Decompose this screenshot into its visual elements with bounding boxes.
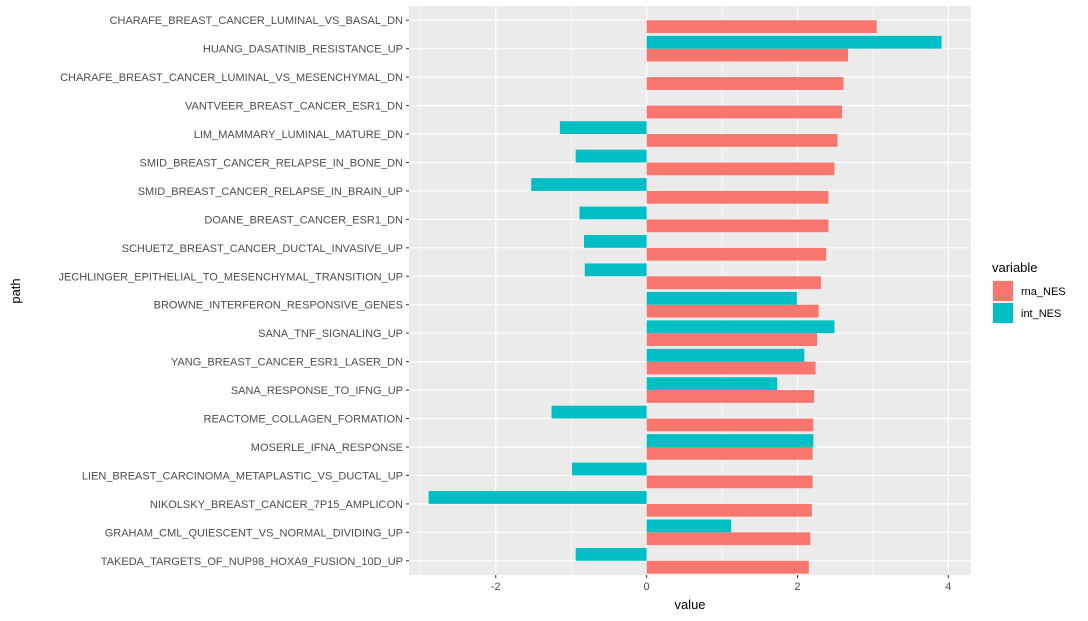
bar-rna-nes xyxy=(646,475,813,489)
bar-int-nes xyxy=(428,491,647,504)
bar-rna-nes xyxy=(646,333,818,346)
bar-int-nes xyxy=(579,206,647,220)
category-label: REACTOME_COLLAGEN_FORMATION xyxy=(204,414,404,426)
bar-int-nes xyxy=(531,178,647,191)
legend-swatch xyxy=(993,281,1013,301)
bar-int-nes xyxy=(551,405,647,419)
bars xyxy=(428,20,942,574)
bar-rna-nes xyxy=(646,48,849,62)
category-label: SANA_TNF_SIGNALING_UP xyxy=(258,328,403,340)
category-label: SANA_RESPONSE_TO_IFNG_UP xyxy=(231,385,403,397)
legend-label: int_NES xyxy=(1021,308,1061,320)
x-axis-ticks: -2 0 2 4 xyxy=(491,575,951,593)
bar-rna-nes xyxy=(646,361,816,375)
x-tick-label: 0 xyxy=(644,581,650,593)
category-label: YANG_BREAST_CANCER_ESR1_LASER_DN xyxy=(171,357,403,369)
category-label: DOANE_BREAST_CANCER_ESR1_DN xyxy=(204,214,403,226)
x-tick-label: 4 xyxy=(945,581,951,593)
bar-int-nes xyxy=(559,121,647,135)
bar-rna-nes xyxy=(646,304,819,318)
category-label: SMID_BREAST_CANCER_RELAPSE_IN_BRAIN_UP xyxy=(138,186,403,198)
legend-label: rna_NES xyxy=(1021,286,1066,298)
x-tick-label: 2 xyxy=(794,581,800,593)
category-label: SMID_BREAST_CANCER_RELAPSE_IN_BONE_DN xyxy=(140,157,404,169)
category-label: HUANG_DASATINIB_RESISTANCE_UP xyxy=(203,44,403,56)
category-label: TAKEDA_TARGETS_OF_NUP98_HOXA9_FUSION_10D… xyxy=(101,556,403,568)
y-axis-title: path xyxy=(8,278,23,303)
category-label: LIM_MAMMARY_LUMINAL_MATURE_DN xyxy=(194,129,403,141)
category-label: GRAHAM_CML_QUIESCENT_VS_NORMAL_DIVIDING_… xyxy=(105,527,403,539)
bar-rna-nes xyxy=(646,503,812,517)
category-label: JECHLINGER_EPITHELIAL_TO_MESENCHYMAL_TRA… xyxy=(58,271,403,283)
bar-rna-nes xyxy=(646,190,829,204)
bar-int-nes xyxy=(575,547,647,561)
bar-int-nes xyxy=(646,519,732,533)
bar-int-nes xyxy=(646,377,778,391)
bar-rna-nes xyxy=(646,20,877,34)
bar-int-nes xyxy=(571,462,647,476)
bar-rna-nes xyxy=(646,162,835,176)
x-tick-label: -2 xyxy=(491,581,501,593)
category-labels: CHARAFE_BREAST_CANCER_LUMINAL_VS_BASAL_D… xyxy=(58,15,409,568)
bar-int-nes xyxy=(575,149,647,163)
minor-gridlines xyxy=(420,6,874,575)
bar-int-nes xyxy=(584,263,647,277)
legend: variable rna_NES int_NES xyxy=(992,260,1066,324)
category-label: MOSERLE_IFNA_RESPONSE xyxy=(251,442,403,454)
bar-int-nes xyxy=(584,235,647,248)
bar-rna-nes xyxy=(646,219,829,233)
bar-int-nes xyxy=(646,35,942,49)
bar-rna-nes xyxy=(646,247,827,261)
bar-rna-nes xyxy=(646,276,821,290)
legend-swatch xyxy=(993,303,1013,323)
bar-rna-nes xyxy=(646,446,813,460)
plot-panel xyxy=(409,6,971,575)
category-label: VANTVEER_BREAST_CANCER_ESR1_DN xyxy=(185,101,403,113)
category-label: BROWNE_INTERFERON_RESPONSIVE_GENES xyxy=(154,300,403,312)
bar-rna-nes xyxy=(646,418,814,432)
bar-int-nes xyxy=(646,291,797,305)
category-label: LIEN_BREAST_CARCINOMA_METAPLASTIC_VS_DUC… xyxy=(82,470,403,482)
bar-rna-nes xyxy=(646,532,811,546)
category-label: NIKOLSKY_BREAST_CANCER_7P15_AMPLICON xyxy=(150,499,403,511)
x-axis-title: value xyxy=(674,597,705,612)
bar-rna-nes xyxy=(646,105,843,119)
category-label: CHARAFE_BREAST_CANCER_LUMINAL_VS_MESENCH… xyxy=(60,72,403,84)
category-label: CHARAFE_BREAST_CANCER_LUMINAL_VS_BASAL_D… xyxy=(110,15,403,27)
bar-rna-nes xyxy=(646,390,815,403)
bar-rna-nes xyxy=(646,134,838,147)
category-label: SCHUETZ_BREAST_CANCER_DUCTAL_INVASIVE_UP xyxy=(122,243,403,255)
bar-rna-nes xyxy=(646,560,809,574)
legend-title: variable xyxy=(992,260,1038,275)
bar-rna-nes xyxy=(646,77,844,90)
bar-int-nes xyxy=(646,434,814,447)
bar-int-nes xyxy=(646,320,835,334)
bar-int-nes xyxy=(646,348,805,362)
